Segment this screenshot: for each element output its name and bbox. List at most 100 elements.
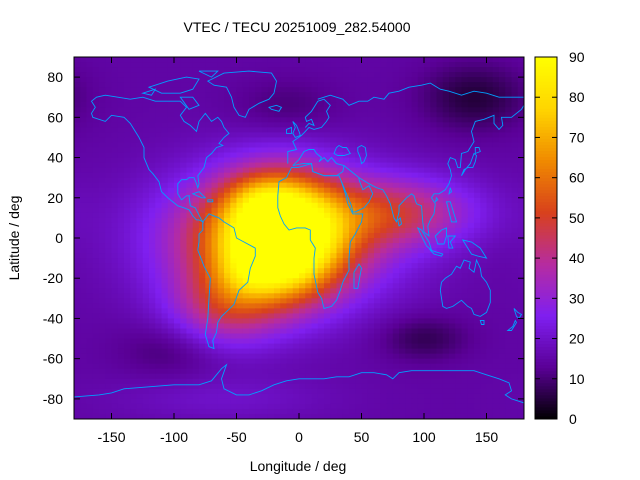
heatmap-cell [117,122,125,128]
heatmap-cell [392,157,400,164]
heatmap-cell [280,398,288,405]
heatmap-cell [199,378,206,385]
heatmap-cell [386,102,394,108]
heatmap-cell [224,182,231,189]
heatmap-cell [374,82,381,88]
heatmap-cell [267,333,275,340]
heatmap-cell [430,398,438,405]
heatmap-cell [442,197,450,204]
heatmap-cell [342,212,350,219]
heatmap-cell [342,177,350,184]
heatmap-cell [430,67,438,73]
heatmap-cell [86,353,94,360]
heatmap-cell [430,87,438,93]
heatmap-cell [436,62,444,68]
heatmap-cell [280,328,288,335]
heatmap-cell [474,393,481,400]
heatmap-cell [467,212,475,219]
heatmap-cell [199,87,206,93]
heatmap-cell [255,192,263,199]
heatmap-cell [280,333,288,340]
heatmap-cell [386,137,394,144]
heatmap-cell [211,112,219,118]
heatmap-cell [174,167,181,174]
heatmap-cell [92,222,100,229]
heatmap-cell [211,227,219,234]
heatmap-cell [74,328,81,335]
heatmap-cell [249,102,256,108]
heatmap-cell [174,192,181,199]
heatmap-cell [161,298,169,304]
heatmap-cell [142,373,150,380]
heatmap-cell [280,77,288,83]
heatmap-cell [186,253,194,259]
heatmap-cell [449,293,456,299]
heatmap-cell [136,152,144,159]
heatmap-cell [205,122,213,128]
heatmap-cell [167,303,175,309]
heatmap-cell [305,338,313,345]
heatmap-cell [486,92,494,98]
heatmap-cell [199,112,206,118]
heatmap-cell [230,353,238,360]
heatmap-cell [86,388,94,395]
heatmap-cell [249,363,256,370]
heatmap-cell [136,388,144,395]
heatmap-cell [474,303,481,309]
heatmap-cell [474,263,481,269]
heatmap-cell [467,268,475,274]
heatmap-cell [336,248,344,254]
heatmap-cell [80,97,88,103]
heatmap-cell [217,368,225,375]
heatmap-cell [449,167,456,174]
heatmap-cell [417,363,425,370]
heatmap-cell [224,207,231,214]
heatmap-cell [467,197,475,204]
heatmap-cell [155,72,163,78]
heatmap-cell [499,142,506,149]
heatmap-cell [442,313,450,320]
heatmap-cell [399,82,406,88]
heatmap-cell [411,132,419,139]
heatmap-cell [80,172,88,179]
heatmap-cell [167,298,175,304]
heatmap-cell [461,202,469,209]
heatmap-cell [324,57,331,63]
heatmap-cell [511,207,519,214]
heatmap-cell [199,323,206,330]
heatmap-cell [211,308,219,315]
heatmap-cell [355,368,363,375]
heatmap-cell [149,212,156,219]
heatmap-cell [342,238,350,244]
heatmap-cell [186,363,194,370]
heatmap-cell [274,82,281,88]
heatmap-cell [261,348,269,355]
heatmap-cell [280,57,288,63]
heatmap-cell [374,152,381,159]
heatmap-cell [286,283,294,289]
heatmap-cell [442,238,450,244]
heatmap-cell [436,323,444,330]
heatmap-cell [180,197,188,204]
heatmap-cell [99,182,106,189]
heatmap-cell [217,212,225,219]
heatmap-cell [317,358,325,365]
heatmap-cell [505,258,513,264]
heatmap-cell [436,162,444,169]
heatmap-cell [430,132,438,139]
heatmap-cell [436,152,444,159]
heatmap-cell [80,238,88,244]
heatmap-cell [249,222,256,229]
heatmap-cell [461,82,469,88]
heatmap-cell [436,147,444,154]
heatmap-cell [130,338,138,345]
heatmap-cell [417,338,425,345]
heatmap-cell [155,388,163,395]
heatmap-cell [180,348,188,355]
heatmap-cell [336,358,344,365]
heatmap-cell [461,152,469,159]
heatmap-cell [274,227,281,234]
heatmap-cell [180,202,188,209]
heatmap-cell [386,283,394,289]
heatmap-cell [136,323,144,330]
